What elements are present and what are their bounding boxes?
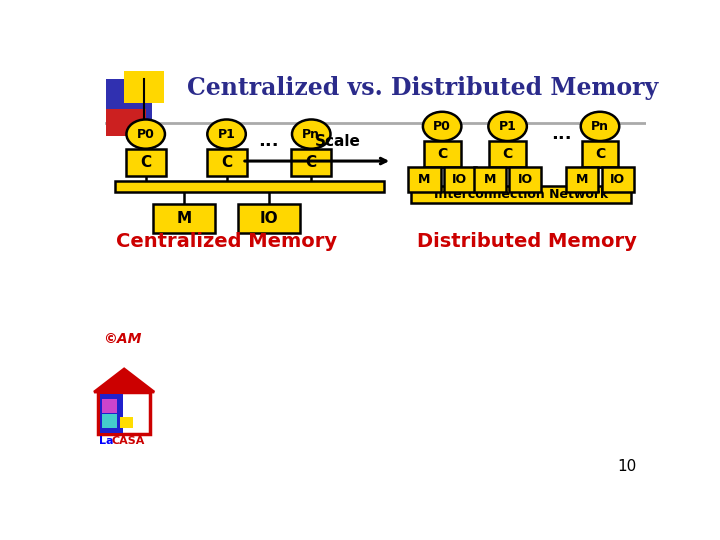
Text: M: M — [484, 173, 496, 186]
Bar — [582, 141, 618, 167]
Ellipse shape — [127, 119, 165, 148]
Text: IO: IO — [610, 173, 625, 186]
Ellipse shape — [581, 112, 619, 141]
Text: Interconnection Network: Interconnection Network — [434, 188, 608, 201]
Bar — [120, 417, 133, 428]
Ellipse shape — [423, 112, 462, 141]
Text: ...: ... — [258, 132, 279, 150]
Bar — [408, 167, 441, 192]
Bar — [238, 204, 300, 233]
Ellipse shape — [488, 112, 527, 141]
Bar — [153, 204, 215, 233]
Bar — [444, 167, 476, 192]
Bar — [124, 71, 164, 103]
Bar — [99, 394, 123, 433]
Bar — [566, 167, 598, 192]
Text: ...: ... — [552, 125, 572, 143]
Bar — [411, 186, 631, 204]
Bar — [98, 392, 150, 434]
Bar — [126, 148, 166, 177]
Polygon shape — [94, 369, 154, 392]
Bar — [291, 148, 331, 177]
Bar — [509, 167, 541, 192]
Text: Pn: Pn — [591, 120, 609, 133]
Text: P0: P0 — [433, 120, 451, 133]
Text: M: M — [418, 173, 431, 186]
Text: IO: IO — [260, 211, 278, 226]
Text: Distributed Memory: Distributed Memory — [417, 232, 636, 252]
Text: P1: P1 — [217, 127, 235, 140]
Bar — [423, 141, 461, 167]
Text: C: C — [140, 155, 151, 170]
Text: IO: IO — [452, 173, 467, 186]
Bar — [106, 79, 152, 119]
Text: C: C — [437, 147, 447, 161]
Text: Pn: Pn — [302, 127, 320, 140]
Text: P0: P0 — [137, 127, 155, 140]
Text: La: La — [99, 436, 114, 446]
Text: ©AM: ©AM — [102, 332, 141, 346]
Text: C: C — [221, 155, 232, 170]
Text: M: M — [576, 173, 588, 186]
Text: M: M — [176, 211, 192, 226]
Text: P1: P1 — [499, 120, 516, 133]
Ellipse shape — [292, 119, 330, 148]
Text: IO: IO — [518, 173, 533, 186]
Bar — [489, 141, 526, 167]
Bar — [474, 167, 506, 192]
Bar — [601, 167, 634, 192]
Bar — [102, 399, 117, 413]
Text: Scale: Scale — [315, 134, 361, 150]
Text: C: C — [306, 155, 317, 170]
Ellipse shape — [207, 119, 246, 148]
Bar — [106, 110, 145, 136]
Bar — [207, 148, 246, 177]
Text: Centralized vs. Distributed Memory: Centralized vs. Distributed Memory — [187, 76, 659, 100]
Text: Centralized Memory: Centralized Memory — [116, 232, 337, 252]
Text: 10: 10 — [618, 460, 637, 475]
Text: C: C — [595, 147, 605, 161]
Text: C: C — [503, 147, 513, 161]
Bar — [115, 181, 384, 192]
Bar — [102, 414, 117, 428]
Text: CASA: CASA — [112, 436, 145, 446]
